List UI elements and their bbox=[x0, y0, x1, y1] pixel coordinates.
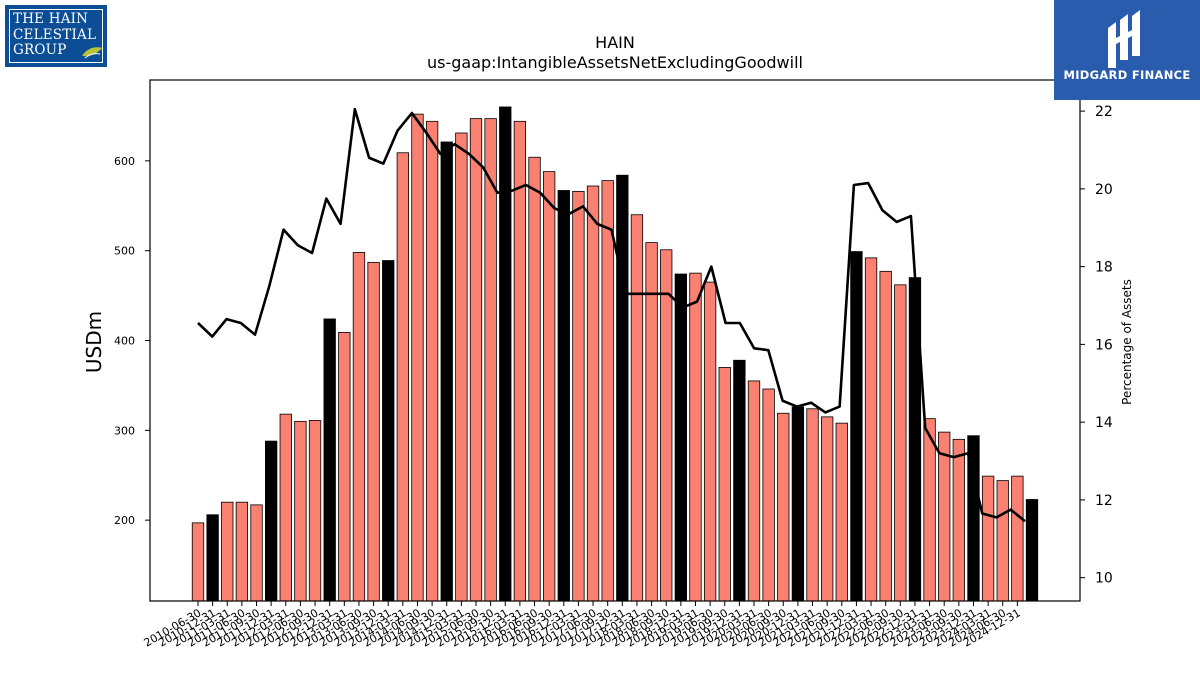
bar bbox=[221, 501, 234, 602]
y2-tick-label: 14 bbox=[1095, 415, 1113, 431]
midgard-logo-text: MIDGARD FINANCE bbox=[1063, 68, 1191, 82]
bar bbox=[572, 190, 585, 602]
bar bbox=[250, 504, 263, 602]
y2-tick-label: 16 bbox=[1095, 337, 1113, 353]
y-tick-label: 500 bbox=[114, 245, 135, 258]
bar bbox=[543, 171, 556, 602]
bar bbox=[484, 118, 497, 602]
bar bbox=[1025, 499, 1039, 602]
chart-title: HAIN bbox=[595, 33, 635, 52]
bar bbox=[352, 252, 366, 602]
bar bbox=[323, 318, 336, 602]
y2-tick-label: 12 bbox=[1095, 493, 1113, 509]
bar bbox=[806, 408, 819, 602]
bar bbox=[616, 174, 629, 602]
y2-tick-label: 20 bbox=[1095, 182, 1113, 198]
bar bbox=[411, 113, 424, 602]
bar bbox=[1011, 475, 1024, 602]
bar bbox=[660, 249, 673, 602]
bar bbox=[791, 406, 805, 602]
bar bbox=[952, 438, 965, 602]
bar bbox=[513, 120, 527, 602]
chart-subtitle: us-gaap:IntangibleAssetsNetExcludingGood… bbox=[427, 53, 803, 72]
bar bbox=[996, 480, 1009, 602]
bar bbox=[235, 501, 249, 602]
bar bbox=[879, 270, 892, 602]
bar bbox=[440, 141, 453, 602]
bar bbox=[689, 272, 702, 602]
bar bbox=[777, 412, 790, 602]
bar bbox=[923, 418, 936, 602]
bar bbox=[469, 118, 483, 602]
hain-logo-text: THE HAIN CELESTIAL GROUP bbox=[13, 11, 97, 58]
y-tick-label: 400 bbox=[114, 335, 135, 348]
bar bbox=[835, 422, 848, 602]
logo-frame bbox=[9, 9, 103, 63]
bar bbox=[601, 180, 614, 602]
percentage-line bbox=[197, 107, 1026, 523]
bar bbox=[674, 273, 687, 602]
bar bbox=[821, 416, 834, 602]
bar bbox=[191, 522, 205, 602]
bar bbox=[557, 190, 570, 602]
midgard-mark-icon bbox=[1108, 10, 1140, 68]
y2-axis-label: Percentage of Assets bbox=[1120, 279, 1134, 405]
bar bbox=[586, 185, 600, 602]
bar bbox=[382, 260, 395, 602]
y-tick-label: 600 bbox=[114, 155, 135, 168]
bar bbox=[279, 413, 292, 602]
bar bbox=[703, 281, 717, 602]
bar bbox=[938, 431, 951, 602]
bar bbox=[718, 367, 731, 602]
axes-layer: 200300400500600101214161820222010-06-302… bbox=[114, 79, 1113, 650]
bar bbox=[528, 156, 541, 602]
bar bbox=[367, 261, 380, 602]
bar bbox=[645, 242, 658, 602]
y-tick-label: 300 bbox=[114, 424, 135, 437]
y2-tick-label: 22 bbox=[1095, 104, 1113, 120]
bar bbox=[850, 251, 863, 602]
y2-tick-label: 18 bbox=[1095, 260, 1113, 276]
bar bbox=[455, 132, 468, 602]
bar bbox=[308, 420, 322, 602]
bar bbox=[425, 120, 439, 602]
hain-celestial-logo: THE HAIN CELESTIAL GROUP bbox=[5, 5, 107, 67]
bar bbox=[630, 214, 644, 602]
bar bbox=[294, 420, 307, 602]
midgard-finance-logo: MIDGARD FINANCE bbox=[1054, 0, 1200, 100]
bar bbox=[894, 284, 907, 602]
y-tick-label: 200 bbox=[114, 514, 135, 527]
bar bbox=[265, 440, 278, 602]
bar bbox=[396, 152, 409, 602]
bar bbox=[733, 359, 746, 602]
leaf-icon bbox=[82, 47, 102, 59]
y-axis-label: USDm bbox=[82, 311, 106, 373]
bar bbox=[206, 514, 219, 602]
bar bbox=[981, 475, 995, 602]
bar bbox=[338, 332, 351, 602]
bar bbox=[499, 106, 512, 602]
line-layer bbox=[197, 107, 1026, 523]
bar bbox=[864, 257, 878, 602]
bar bbox=[762, 388, 775, 602]
bars-layer bbox=[191, 106, 1039, 602]
bar bbox=[747, 380, 761, 602]
y2-tick-label: 10 bbox=[1095, 571, 1113, 587]
